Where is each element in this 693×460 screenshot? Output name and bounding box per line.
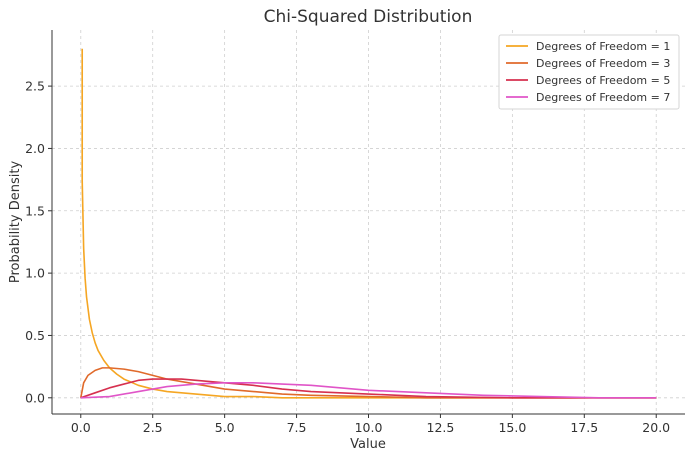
- x-tick-label: 12.5: [427, 420, 455, 435]
- legend-label: Degrees of Freedom = 3: [536, 57, 670, 70]
- legend-label: Degrees of Freedom = 5: [536, 74, 670, 87]
- series-line-df-7: [80, 382, 657, 399]
- x-axis-label: Value: [350, 437, 386, 452]
- y-tick-label: 0.5: [25, 328, 45, 343]
- y-tick-label: 1.0: [25, 266, 45, 281]
- axes: [48, 30, 685, 418]
- x-tick-label: 20.0: [642, 420, 670, 435]
- legend: Degrees of Freedom = 1 Degrees of Freedom…: [498, 34, 680, 110]
- y-tick-label: 2.5: [25, 79, 45, 94]
- legend-label: Degrees of Freedom = 7: [536, 91, 670, 104]
- legend-box: [498, 34, 680, 110]
- y-tick-label: 2.0: [25, 141, 45, 156]
- y-tick-label: 0.0: [25, 390, 45, 405]
- chart-title: Chi-Squared Distribution: [264, 7, 473, 27]
- x-tick-label: 15.0: [498, 420, 526, 435]
- x-tick-label: 7.5: [287, 420, 307, 435]
- series-line-df-5: [80, 378, 657, 399]
- x-tick-label: 17.5: [570, 420, 598, 435]
- y-axis-label: Probability Density: [8, 161, 23, 284]
- series-lines: [79, 48, 657, 399]
- y-tick-label: 1.5: [25, 203, 45, 218]
- series-line-df-1: [81, 48, 657, 399]
- x-tick-label: 5.0: [215, 420, 235, 435]
- grid: [52, 30, 685, 414]
- legend-label: Degrees of Freedom = 1: [536, 40, 670, 53]
- tick-labels: 0.0 2.5 5.0 7.5 10.0 12.5 15.0 17.5 20.0 0.0 0.5 1.…: [25, 79, 670, 435]
- x-tick-label: 0.0: [71, 420, 91, 435]
- x-tick-label: 2.5: [143, 420, 163, 435]
- x-tick-label: 10.0: [355, 420, 383, 435]
